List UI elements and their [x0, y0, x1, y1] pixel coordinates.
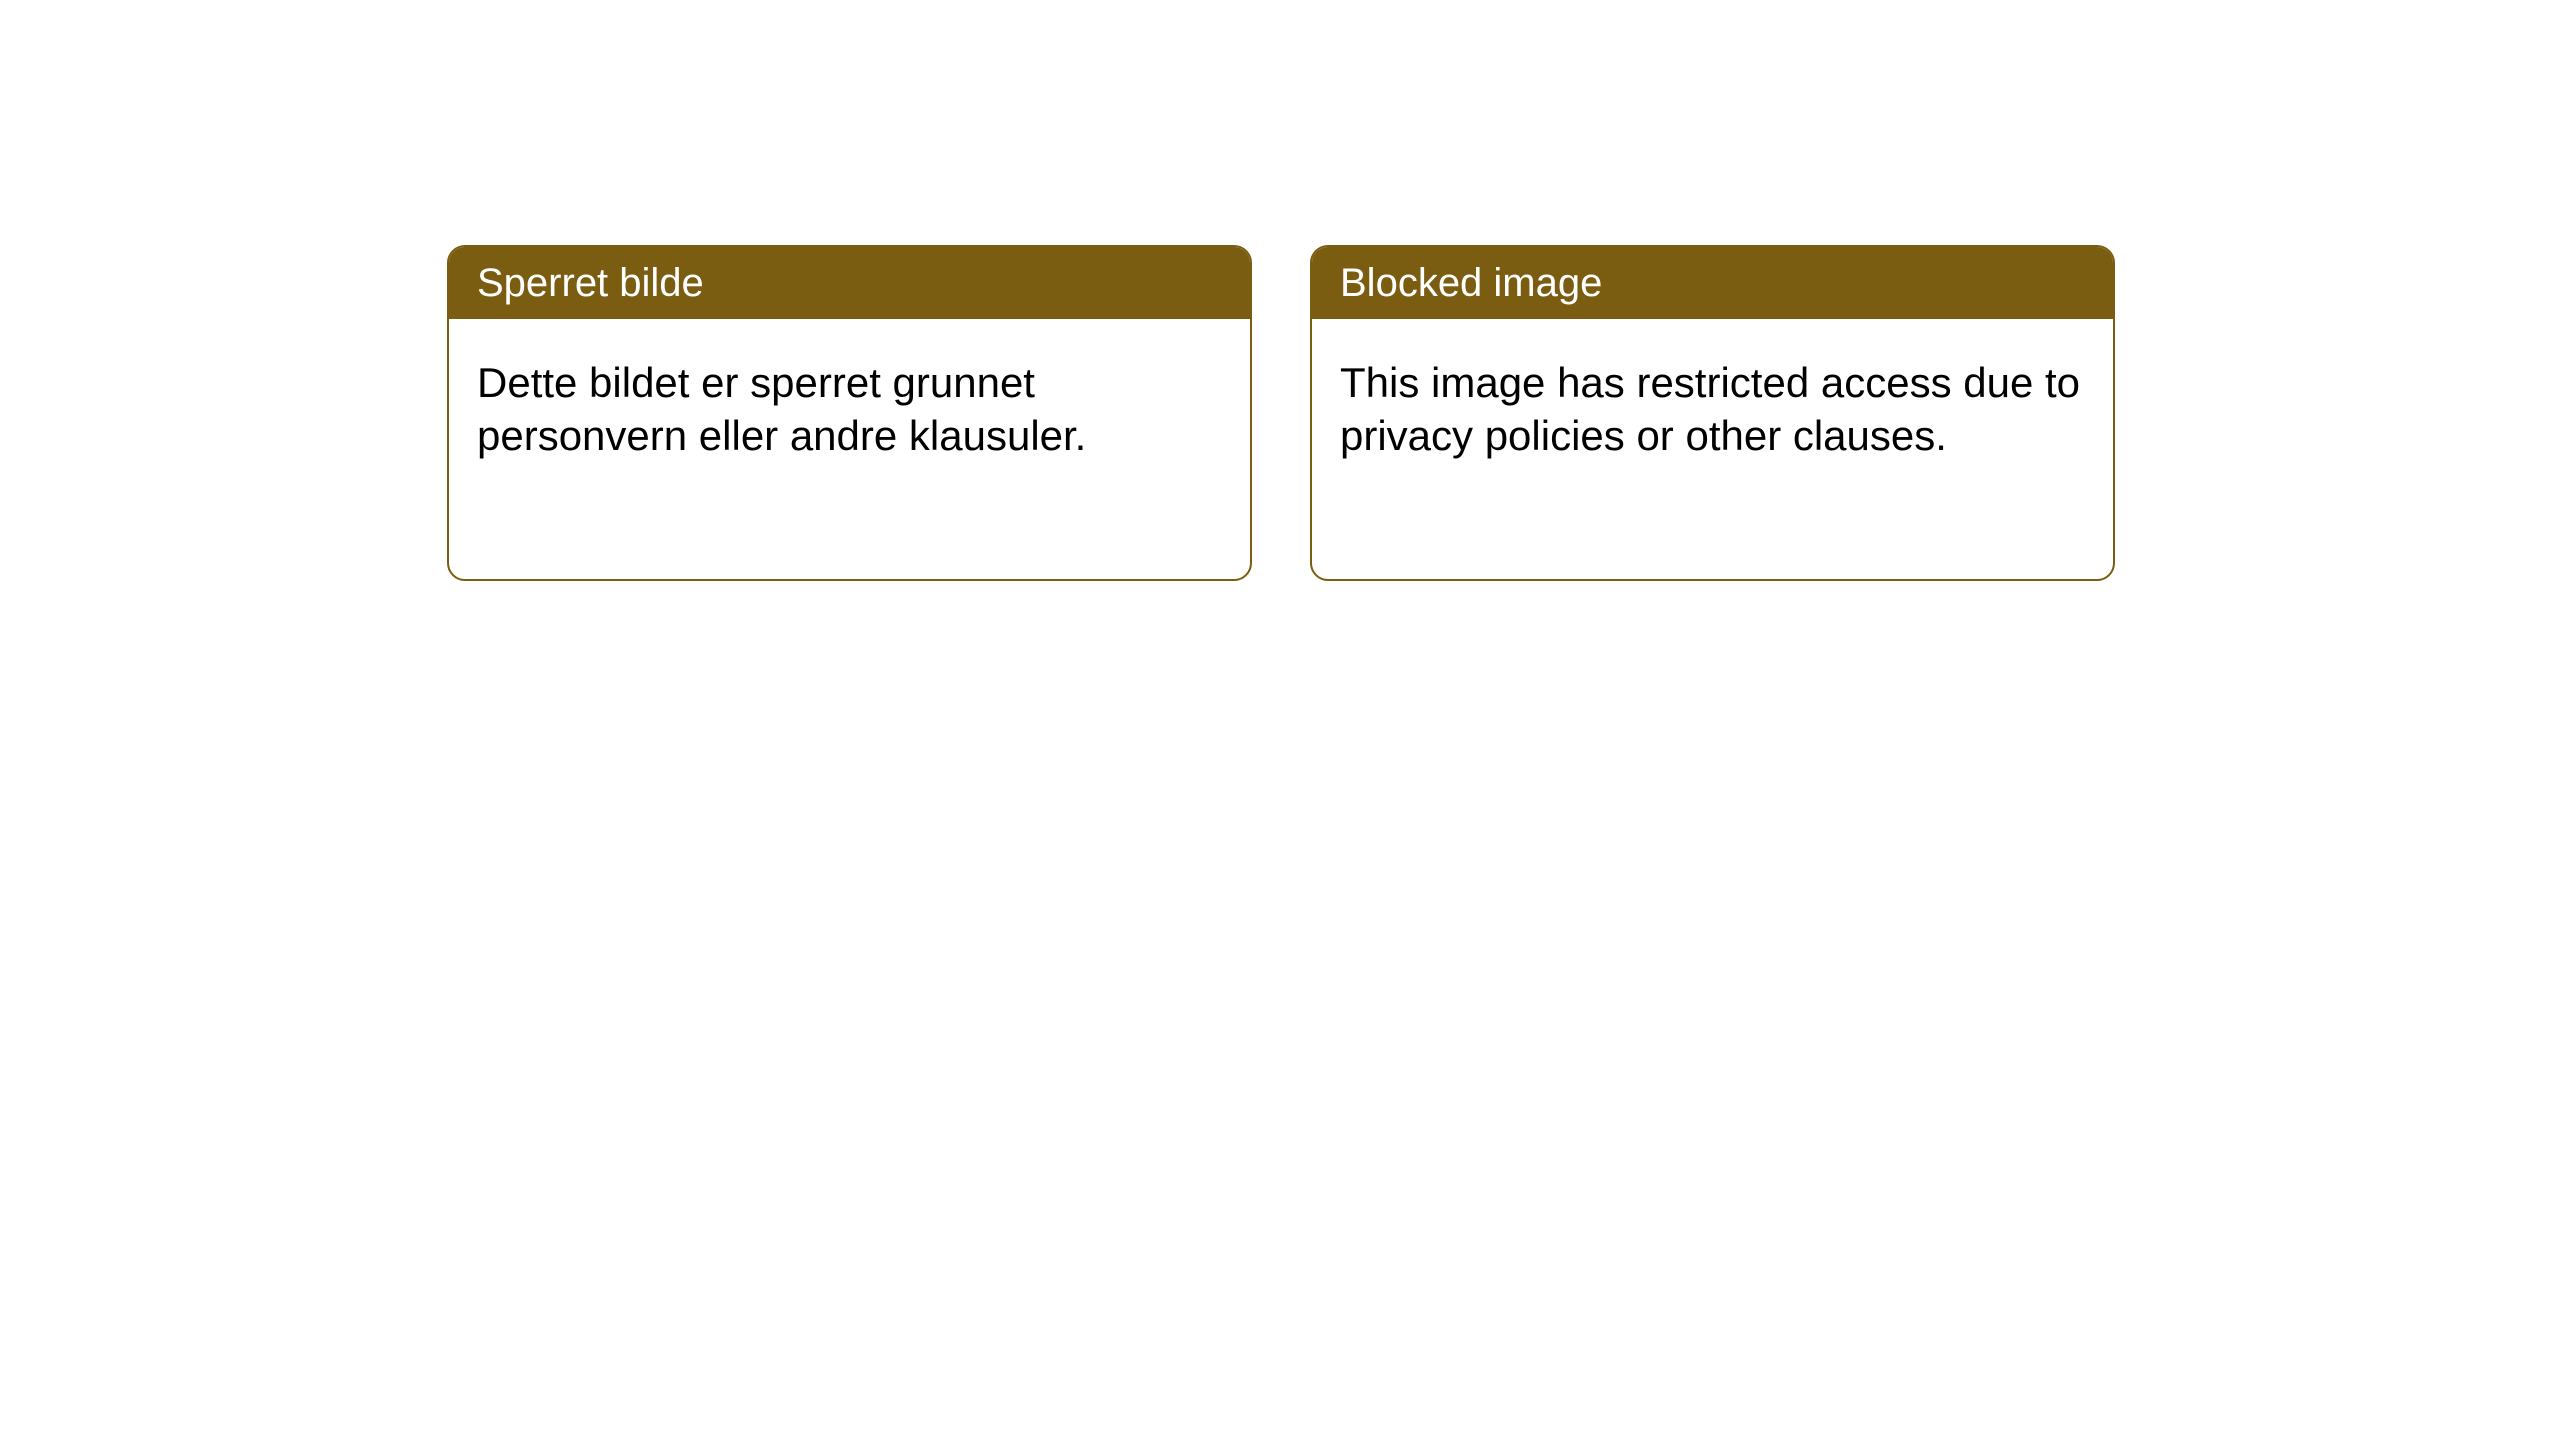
- card-body-text: This image has restricted access due to …: [1340, 359, 2080, 459]
- card-body: This image has restricted access due to …: [1312, 319, 2113, 500]
- notice-card-norwegian: Sperret bilde Dette bildet er sperret gr…: [447, 245, 1252, 581]
- card-body: Dette bildet er sperret grunnet personve…: [449, 319, 1250, 500]
- card-body-text: Dette bildet er sperret grunnet personve…: [477, 359, 1086, 459]
- card-header-text: Blocked image: [1340, 261, 1602, 305]
- notice-cards-container: Sperret bilde Dette bildet er sperret gr…: [447, 245, 2115, 581]
- card-header-text: Sperret bilde: [477, 261, 704, 305]
- card-header: Sperret bilde: [449, 247, 1250, 319]
- card-header: Blocked image: [1312, 247, 2113, 319]
- notice-card-english: Blocked image This image has restricted …: [1310, 245, 2115, 581]
